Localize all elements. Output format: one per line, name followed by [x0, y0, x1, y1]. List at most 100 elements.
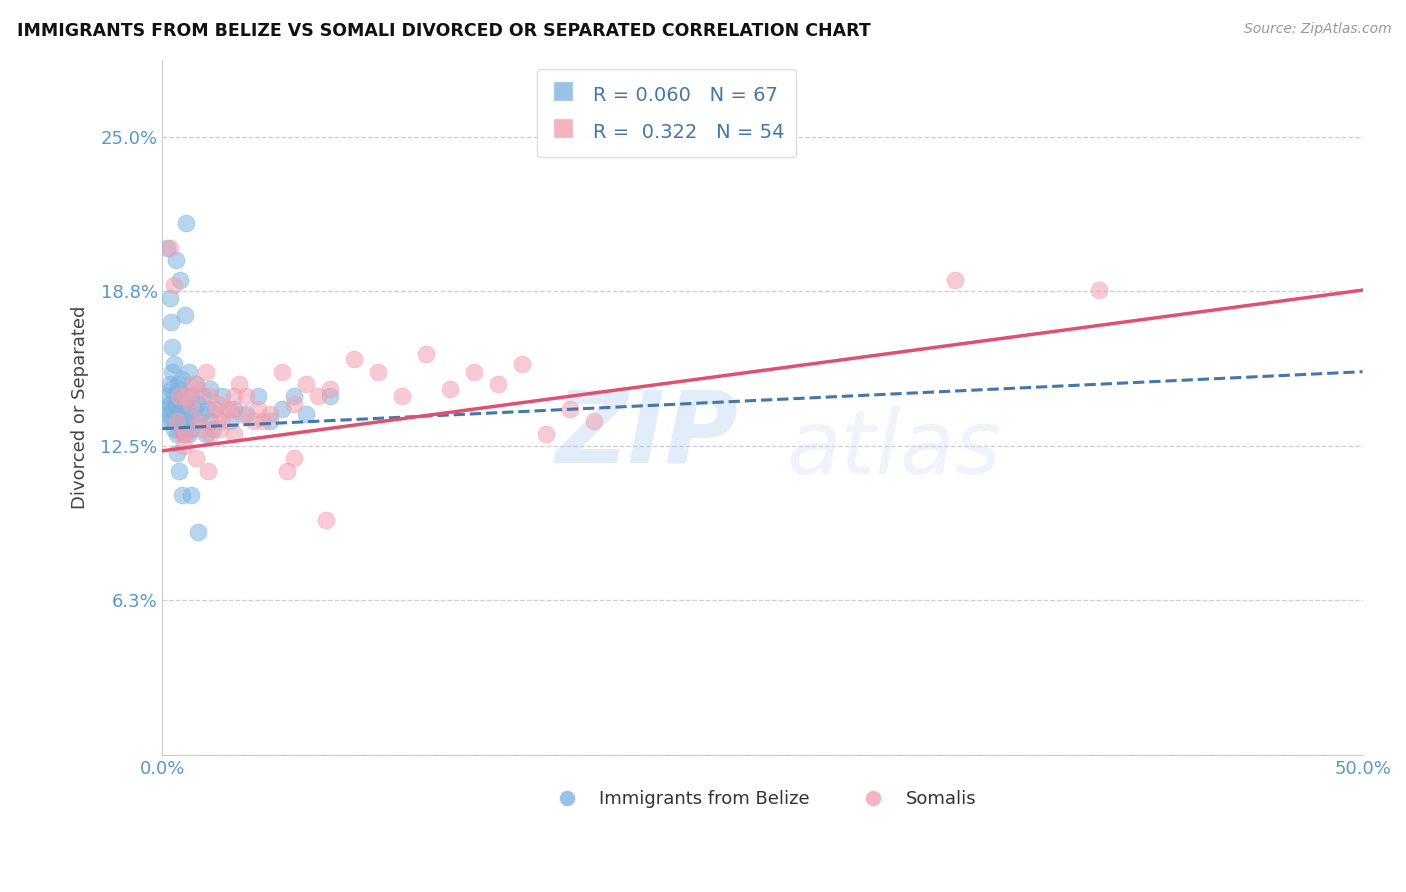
- Point: [173, 439, 195, 453]
- Point: [176, 216, 198, 230]
- Point: [176, 414, 198, 428]
- Point: [283, 397, 305, 411]
- Point: [163, 278, 186, 293]
- Point: [367, 365, 389, 379]
- Point: [209, 421, 232, 435]
- Point: [193, 421, 215, 435]
- Point: [231, 407, 253, 421]
- Point: [159, 397, 181, 411]
- Point: [200, 414, 222, 428]
- Point: [224, 426, 246, 441]
- Point: [156, 241, 179, 255]
- Point: [200, 426, 222, 441]
- Point: [166, 446, 188, 460]
- Point: [204, 407, 226, 421]
- Point: [276, 464, 298, 478]
- Text: ZIP: ZIP: [555, 386, 738, 483]
- Point: [187, 382, 209, 396]
- Point: [176, 389, 198, 403]
- Point: [176, 401, 198, 416]
- Point: [242, 414, 264, 428]
- Point: [187, 397, 209, 411]
- Point: [184, 377, 207, 392]
- Point: [177, 365, 200, 379]
- Point: [169, 273, 191, 287]
- Point: [162, 401, 184, 416]
- Point: [1087, 283, 1109, 297]
- Point: [283, 451, 305, 466]
- Point: [218, 414, 240, 428]
- Point: [160, 414, 183, 428]
- Point: [170, 488, 193, 502]
- Point: [160, 340, 183, 354]
- Point: [197, 401, 219, 416]
- Point: [224, 389, 246, 403]
- Point: [271, 401, 294, 416]
- Point: [157, 407, 180, 421]
- Point: [180, 488, 202, 502]
- Point: [167, 414, 190, 428]
- Point: [180, 421, 202, 435]
- Point: [259, 414, 281, 428]
- Point: [159, 291, 181, 305]
- Point: [463, 365, 485, 379]
- Point: [153, 414, 176, 428]
- Point: [166, 397, 188, 411]
- Point: [176, 426, 198, 441]
- Point: [170, 372, 193, 386]
- Point: [247, 389, 270, 403]
- Point: [170, 426, 193, 441]
- Point: [193, 389, 215, 403]
- Point: [172, 414, 194, 428]
- Point: [167, 464, 190, 478]
- Point: [187, 414, 209, 428]
- Point: [252, 414, 274, 428]
- Point: [167, 382, 190, 396]
- Point: [583, 414, 606, 428]
- Point: [391, 389, 413, 403]
- Point: [177, 426, 200, 441]
- Point: [174, 407, 197, 421]
- Point: [163, 389, 186, 403]
- Point: [247, 401, 270, 416]
- Point: [512, 357, 534, 371]
- Point: [197, 464, 219, 478]
- Point: [156, 389, 179, 403]
- Point: [315, 513, 337, 527]
- Point: [166, 426, 188, 441]
- Point: [308, 389, 330, 403]
- Point: [259, 407, 281, 421]
- Point: [488, 377, 510, 392]
- Point: [187, 525, 209, 540]
- Point: [204, 401, 226, 416]
- Point: [167, 377, 190, 392]
- Point: [439, 382, 461, 396]
- Point: [211, 389, 233, 403]
- Point: [165, 407, 187, 421]
- Point: [160, 365, 183, 379]
- Text: Source: ZipAtlas.com: Source: ZipAtlas.com: [1244, 22, 1392, 37]
- Point: [180, 397, 202, 411]
- Point: [174, 308, 197, 322]
- Point: [235, 407, 257, 421]
- Point: [170, 401, 193, 416]
- Point: [190, 407, 212, 421]
- Y-axis label: Divorced or Separated: Divorced or Separated: [72, 306, 89, 509]
- Legend: Immigrants from Belize, Somalis: Immigrants from Belize, Somalis: [541, 783, 983, 815]
- Point: [283, 389, 305, 403]
- Point: [169, 421, 191, 435]
- Point: [163, 357, 186, 371]
- Text: IMMIGRANTS FROM BELIZE VS SOMALI DIVORCED OR SEPARATED CORRELATION CHART: IMMIGRANTS FROM BELIZE VS SOMALI DIVORCE…: [17, 22, 870, 40]
- Point: [211, 414, 233, 428]
- Point: [343, 352, 366, 367]
- Point: [319, 389, 342, 403]
- Point: [183, 401, 205, 416]
- Point: [159, 377, 181, 392]
- Point: [194, 365, 217, 379]
- Point: [295, 377, 318, 392]
- Point: [201, 421, 224, 435]
- Point: [943, 273, 966, 287]
- Point: [183, 377, 205, 392]
- Point: [163, 421, 186, 435]
- Point: [217, 401, 239, 416]
